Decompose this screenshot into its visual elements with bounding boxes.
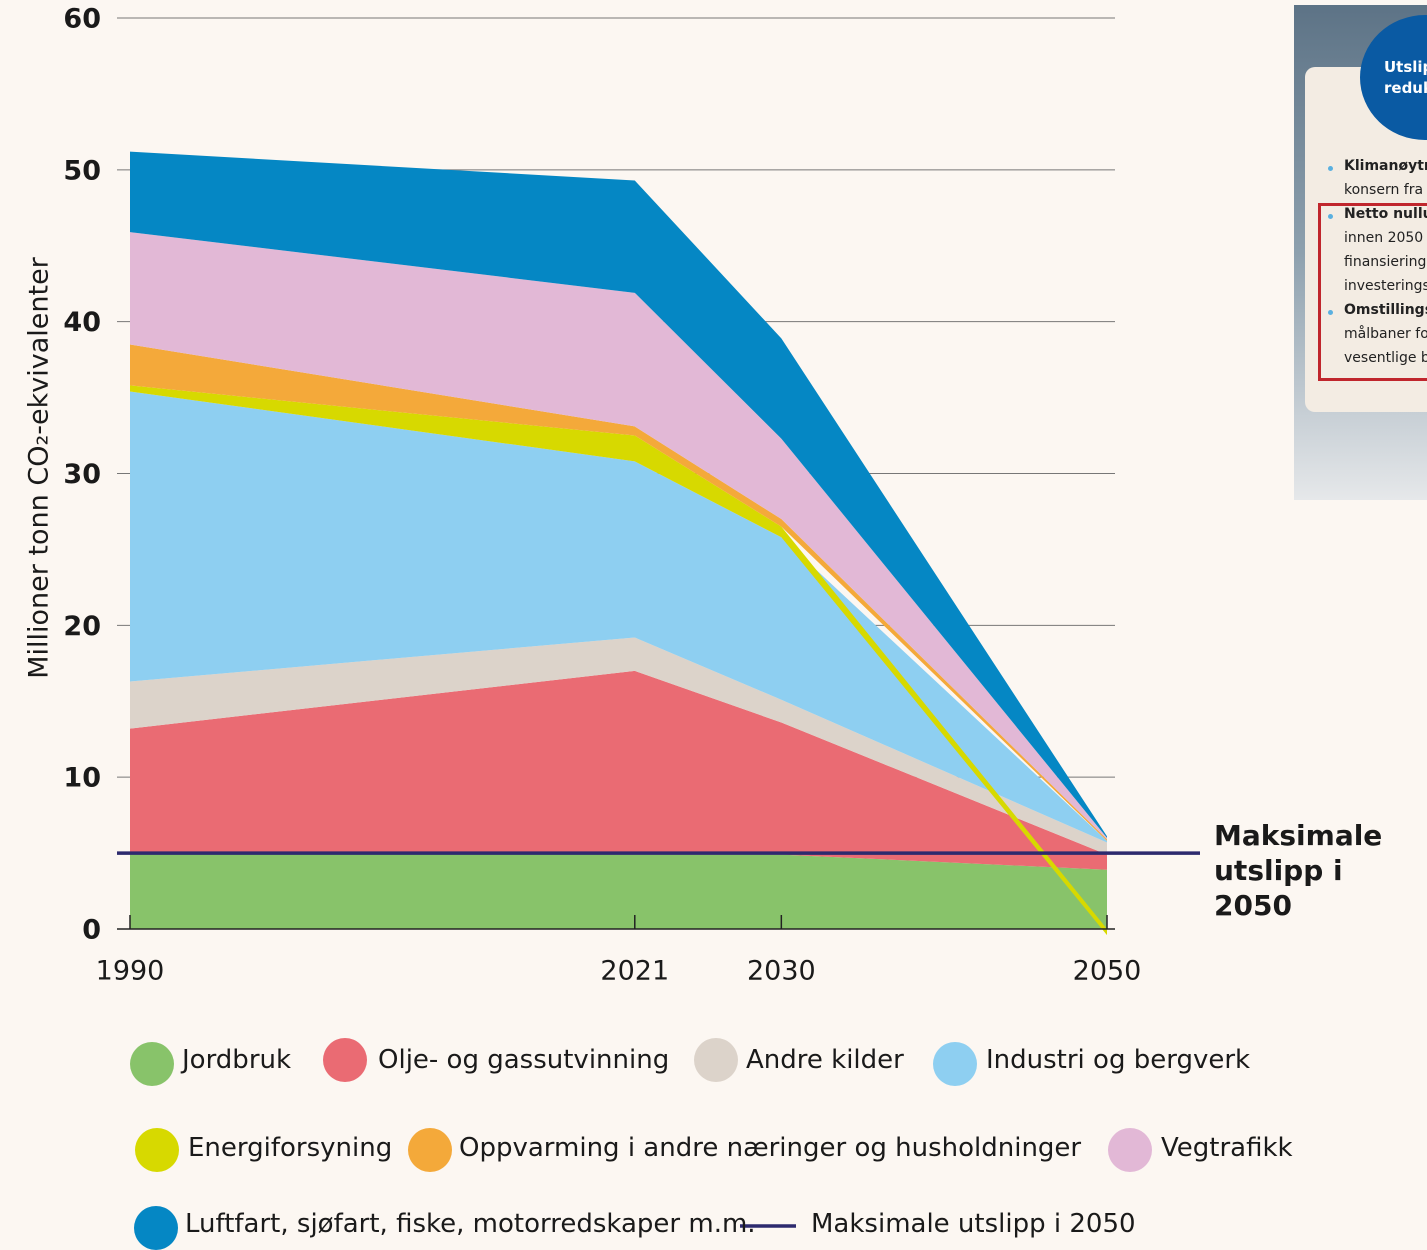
bullet-dot bbox=[1328, 166, 1333, 171]
legend-icon bbox=[134, 1206, 178, 1250]
legend-label: Industri og bergverk bbox=[986, 1045, 1251, 1075]
legend-label: Luftfart, sjøfart, fiske, motorredskaper… bbox=[185, 1209, 756, 1239]
x-tick-label: 1990 bbox=[96, 956, 165, 987]
highlight-box bbox=[1318, 203, 1427, 381]
heading-line: reduk bbox=[1384, 79, 1427, 97]
legend-label: Vegtrafikk bbox=[1161, 1133, 1293, 1163]
y-tick-label: 30 bbox=[63, 459, 101, 490]
area bbox=[130, 637, 1107, 855]
bullet-title: Omstillings bbox=[1344, 302, 1427, 318]
x-tick-label: 2030 bbox=[747, 956, 816, 987]
bullet-title: Klimanøytr bbox=[1344, 158, 1427, 174]
x-tick-label: 2021 bbox=[600, 956, 669, 987]
y-tick-label: 0 bbox=[82, 915, 101, 946]
bullet-line: innen 2050 bbox=[1344, 230, 1424, 246]
y-tick-label: 60 bbox=[63, 4, 101, 35]
legend-label: Jordbruk bbox=[182, 1045, 292, 1075]
legend-icon bbox=[130, 1042, 174, 1086]
legend-label: Energiforsyning bbox=[188, 1133, 393, 1163]
bullet-line: finansiering bbox=[1344, 254, 1427, 270]
legend-icon bbox=[135, 1128, 179, 1172]
legend-icon bbox=[1108, 1128, 1152, 1172]
legend-icon bbox=[694, 1038, 738, 1082]
bullet-dot bbox=[1328, 214, 1333, 219]
y-axis-label: Millioner tonn CO₂-ekvivalenter bbox=[24, 256, 55, 678]
side-panel: Utslip reduk Klimanøytr konsern fra Netto n… bbox=[1294, 5, 1427, 500]
heading-line: Utslip bbox=[1384, 58, 1427, 76]
bullet-line: investerings bbox=[1344, 278, 1427, 294]
legend-label: Maksimale utslipp i 2050 bbox=[811, 1209, 1136, 1239]
legend-label: Oppvarming i andre næringer og husholdni… bbox=[459, 1133, 1082, 1163]
area bbox=[130, 151, 1107, 838]
area bbox=[130, 232, 1107, 840]
legend-label: Olje- og gassutvinning bbox=[378, 1045, 670, 1075]
legend-label: Andre kilder bbox=[746, 1045, 904, 1075]
y-tick-label: 50 bbox=[63, 155, 101, 186]
bullet-dot bbox=[1328, 310, 1333, 315]
bullet-title: Netto nullu bbox=[1344, 206, 1427, 222]
bullet-line: konsern fra bbox=[1344, 182, 1424, 198]
y-tick-label: 40 bbox=[63, 307, 101, 338]
area bbox=[130, 853, 1107, 929]
area bbox=[130, 670, 1107, 870]
area bbox=[130, 344, 1107, 841]
area bbox=[130, 391, 1107, 843]
legend-icon bbox=[408, 1128, 452, 1172]
legend-icon bbox=[933, 1042, 977, 1086]
plot-area bbox=[117, 17, 1115, 936]
legend-icon bbox=[323, 1038, 367, 1082]
y-tick-label: 20 bbox=[63, 611, 101, 642]
y-tick-label: 10 bbox=[63, 763, 101, 794]
bullet-line: vesentlige b bbox=[1344, 350, 1427, 366]
bullet-line: målbaner fo bbox=[1344, 326, 1427, 342]
reference-annotation: Maksimale utslipp i 2050 bbox=[1214, 819, 1383, 922]
x-tick-label: 2050 bbox=[1073, 956, 1142, 987]
